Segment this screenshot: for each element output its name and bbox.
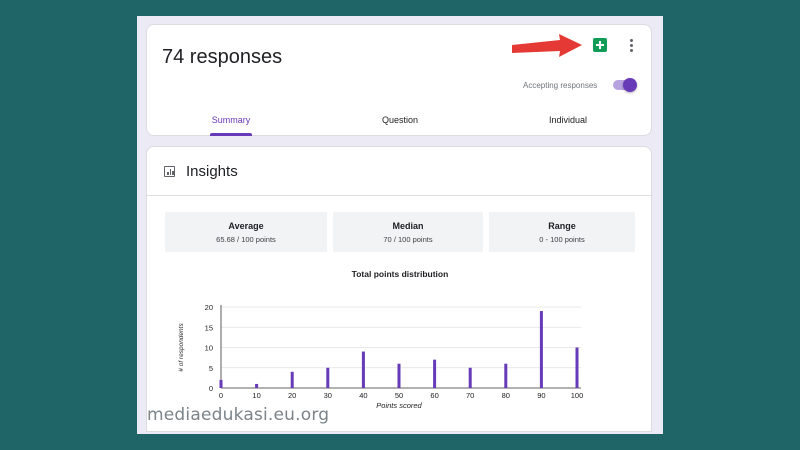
x-axis-label: Points scored — [376, 401, 422, 410]
x-tick-label: 60 — [430, 391, 438, 400]
x-tick-label: 20 — [288, 391, 296, 400]
x-tick-label: 100 — [571, 391, 584, 400]
chart-bar — [575, 347, 579, 388]
more-vert-icon[interactable] — [627, 38, 635, 54]
toggle-knob — [623, 78, 637, 92]
insights-divider — [147, 195, 653, 196]
y-axis-label: # of respondents — [178, 323, 185, 372]
bar-chart-icon — [164, 166, 175, 177]
insights-card: Insights Average 65.68 / 100 points Medi… — [146, 146, 653, 432]
chart-bar — [255, 383, 259, 388]
chart-title: Total points distribution — [351, 269, 449, 279]
forms-responses-panel: 74 responses Accepting responses Summary… — [137, 16, 663, 434]
watermark-text: mediaedukasi.eu.org — [147, 405, 330, 425]
stat-range: Range 0 - 100 points — [489, 212, 635, 252]
x-tick-label: 50 — [395, 391, 403, 400]
x-tick-label: 0 — [219, 391, 223, 400]
accepting-responses-label: Accepting responses — [523, 81, 598, 90]
chart-bar — [539, 311, 543, 388]
active-tab-indicator — [210, 133, 252, 136]
responses-count-title: 74 responses — [162, 46, 283, 68]
chart-bar — [219, 379, 223, 388]
points-distribution-chart: 0 5 10 15 20 0 10 20 30 40 50 60 70 80 90 100 Points sco… — [178, 303, 584, 410]
chart-bar — [397, 363, 401, 388]
y-tick-label: 5 — [209, 364, 213, 373]
stat-range-value: 0 - 100 points — [539, 235, 585, 244]
tab-summary[interactable]: Summary — [211, 115, 251, 125]
stat-average-label: Average — [228, 221, 264, 231]
google-sheets-icon[interactable] — [593, 38, 607, 52]
stat-average-value: 65.68 / 100 points — [216, 235, 276, 244]
stat-median: Median 70 / 100 points — [333, 212, 483, 252]
tab-question[interactable]: Question — [381, 115, 419, 125]
y-tick-label: 0 — [209, 384, 213, 393]
stat-range-label: Range — [548, 221, 576, 231]
x-tick-label: 10 — [252, 391, 260, 400]
chart-bar — [433, 359, 437, 388]
y-tick-label: 15 — [205, 323, 213, 332]
x-tick-label: 80 — [502, 391, 510, 400]
red-arrow-annotation — [512, 34, 582, 57]
y-tick-label: 10 — [205, 344, 213, 353]
y-tick-label: 20 — [205, 303, 213, 312]
stat-median-value: 70 / 100 points — [383, 235, 433, 244]
chart-bar — [504, 363, 508, 388]
x-tick-label: 70 — [466, 391, 474, 400]
x-tick-label: 40 — [359, 391, 367, 400]
chart-bar — [361, 351, 365, 388]
chart-bar — [468, 367, 472, 388]
accepting-responses-toggle[interactable] — [613, 78, 637, 92]
x-tick-label: 90 — [537, 391, 545, 400]
chart-bar — [326, 367, 330, 388]
x-tick-label: 30 — [324, 391, 332, 400]
tab-individual[interactable]: Individual — [548, 115, 588, 125]
chart-bar — [290, 371, 294, 388]
stat-median-label: Median — [392, 221, 424, 231]
response-tabs: Summary Question Individual — [147, 109, 653, 137]
stat-average: Average 65.68 / 100 points — [165, 212, 327, 252]
insights-title: Insights — [186, 163, 238, 180]
